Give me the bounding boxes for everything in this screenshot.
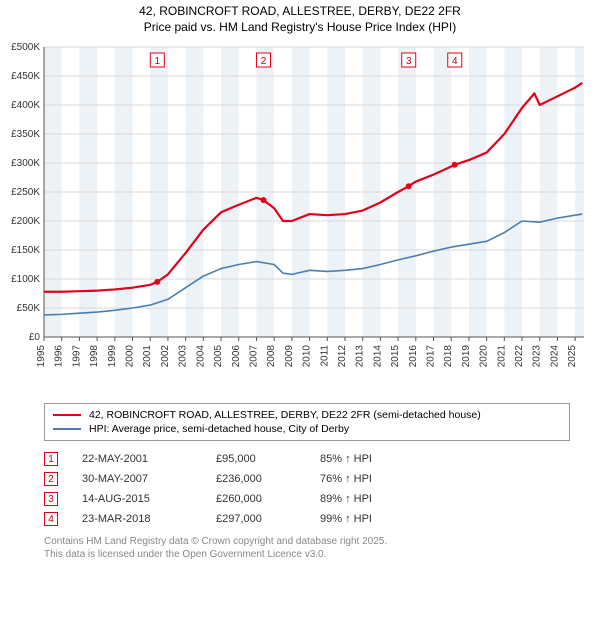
svg-text:2014: 2014 bbox=[372, 345, 383, 368]
sales-row: 3 14-AUG-2015 £260,000 89% ↑ HPI bbox=[44, 489, 570, 509]
legend-label: HPI: Average price, semi-detached house,… bbox=[89, 423, 349, 435]
sale-price: £95,000 bbox=[216, 453, 296, 465]
svg-text:£250K: £250K bbox=[11, 187, 40, 198]
svg-text:2021: 2021 bbox=[496, 345, 507, 368]
legend-swatch bbox=[53, 428, 81, 430]
svg-text:2018: 2018 bbox=[443, 345, 454, 368]
footnote: Contains HM Land Registry data © Crown c… bbox=[44, 535, 570, 561]
svg-text:2004: 2004 bbox=[195, 345, 206, 368]
svg-text:2019: 2019 bbox=[461, 345, 472, 368]
svg-text:£100K: £100K bbox=[11, 274, 40, 285]
title-block: 42, ROBINCROFT ROAD, ALLESTREE, DERBY, D… bbox=[0, 0, 600, 37]
legend-label: 42, ROBINCROFT ROAD, ALLESTREE, DERBY, D… bbox=[89, 409, 481, 421]
sale-date: 22-MAY-2001 bbox=[82, 453, 192, 465]
legend-item: HPI: Average price, semi-detached house,… bbox=[53, 422, 561, 436]
svg-text:£300K: £300K bbox=[11, 158, 40, 169]
svg-text:2017: 2017 bbox=[426, 345, 437, 368]
svg-text:1996: 1996 bbox=[54, 345, 65, 368]
footnote-line: Contains HM Land Registry data © Crown c… bbox=[44, 535, 570, 548]
svg-text:£450K: £450K bbox=[11, 71, 40, 82]
svg-text:4: 4 bbox=[452, 56, 458, 67]
svg-text:£500K: £500K bbox=[11, 42, 40, 53]
footnote-line: This data is licensed under the Open Gov… bbox=[44, 548, 570, 561]
svg-text:2: 2 bbox=[261, 56, 267, 67]
sale-marker: 1 bbox=[44, 452, 58, 466]
svg-text:£0: £0 bbox=[29, 332, 41, 343]
svg-text:1: 1 bbox=[155, 56, 161, 67]
sale-pct: 76% ↑ HPI bbox=[320, 473, 410, 485]
svg-text:£50K: £50K bbox=[17, 303, 41, 314]
svg-text:2011: 2011 bbox=[319, 345, 330, 367]
svg-text:£400K: £400K bbox=[11, 100, 40, 111]
svg-text:£200K: £200K bbox=[11, 216, 40, 227]
legend-item: 42, ROBINCROFT ROAD, ALLESTREE, DERBY, D… bbox=[53, 408, 561, 422]
svg-text:2008: 2008 bbox=[266, 345, 277, 368]
svg-text:2010: 2010 bbox=[302, 345, 313, 368]
sales-row: 4 23-MAR-2018 £297,000 99% ↑ HPI bbox=[44, 509, 570, 529]
legend: 42, ROBINCROFT ROAD, ALLESTREE, DERBY, D… bbox=[44, 403, 570, 441]
sales-table: 1 22-MAY-2001 £95,000 85% ↑ HPI 2 30-MAY-2007… bbox=[44, 449, 570, 529]
sales-row: 2 30-MAY-2007 £236,000 76% ↑ HPI bbox=[44, 469, 570, 489]
svg-text:2000: 2000 bbox=[125, 345, 136, 368]
svg-text:£350K: £350K bbox=[11, 129, 40, 140]
svg-text:2003: 2003 bbox=[178, 345, 189, 368]
sale-price: £297,000 bbox=[216, 513, 296, 525]
svg-text:1999: 1999 bbox=[107, 345, 118, 368]
sale-marker: 4 bbox=[44, 512, 58, 526]
svg-text:1995: 1995 bbox=[36, 345, 47, 368]
svg-text:2006: 2006 bbox=[231, 345, 242, 368]
svg-text:2013: 2013 bbox=[355, 345, 366, 368]
svg-text:2016: 2016 bbox=[408, 345, 419, 368]
svg-text:2023: 2023 bbox=[532, 345, 543, 368]
sale-marker: 2 bbox=[44, 472, 58, 486]
svg-text:2025: 2025 bbox=[567, 345, 578, 368]
svg-text:2012: 2012 bbox=[337, 345, 348, 368]
title-subtitle: Price paid vs. HM Land Registry's House … bbox=[0, 20, 600, 36]
sale-date: 14-AUG-2015 bbox=[82, 493, 192, 505]
sale-date: 30-MAY-2007 bbox=[82, 473, 192, 485]
svg-text:3: 3 bbox=[406, 56, 412, 67]
svg-text:2007: 2007 bbox=[248, 345, 259, 368]
svg-text:2002: 2002 bbox=[160, 345, 171, 368]
sale-pct: 99% ↑ HPI bbox=[320, 513, 410, 525]
svg-text:2022: 2022 bbox=[514, 345, 525, 368]
chart-area: £0 £50K £100K £150K £200K £250K £300K £350K £400… bbox=[0, 37, 600, 397]
sale-pct: 85% ↑ HPI bbox=[320, 453, 410, 465]
sale-marker: 3 bbox=[44, 492, 58, 506]
sale-pct: 89% ↑ HPI bbox=[320, 493, 410, 505]
svg-text:2015: 2015 bbox=[390, 345, 401, 368]
chart-svg: £0 £50K £100K £150K £200K £250K £300K £350K £400… bbox=[0, 37, 600, 397]
svg-text:1998: 1998 bbox=[89, 345, 100, 368]
svg-text:2005: 2005 bbox=[213, 345, 224, 368]
sale-price: £260,000 bbox=[216, 493, 296, 505]
svg-text:£150K: £150K bbox=[11, 245, 40, 256]
svg-text:2024: 2024 bbox=[549, 345, 560, 368]
sales-row: 1 22-MAY-2001 £95,000 85% ↑ HPI bbox=[44, 449, 570, 469]
title-address: 42, ROBINCROFT ROAD, ALLESTREE, DERBY, D… bbox=[0, 4, 600, 20]
svg-text:2009: 2009 bbox=[284, 345, 295, 368]
svg-text:1997: 1997 bbox=[71, 345, 82, 368]
chart-container: 42, ROBINCROFT ROAD, ALLESTREE, DERBY, D… bbox=[0, 0, 600, 561]
svg-text:2020: 2020 bbox=[479, 345, 490, 368]
legend-swatch bbox=[53, 414, 81, 416]
svg-text:2001: 2001 bbox=[142, 345, 153, 368]
sale-date: 23-MAR-2018 bbox=[82, 513, 192, 525]
sale-price: £236,000 bbox=[216, 473, 296, 485]
